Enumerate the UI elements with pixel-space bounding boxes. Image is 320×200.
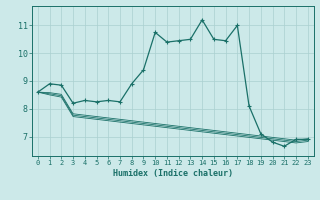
X-axis label: Humidex (Indice chaleur): Humidex (Indice chaleur) <box>113 169 233 178</box>
